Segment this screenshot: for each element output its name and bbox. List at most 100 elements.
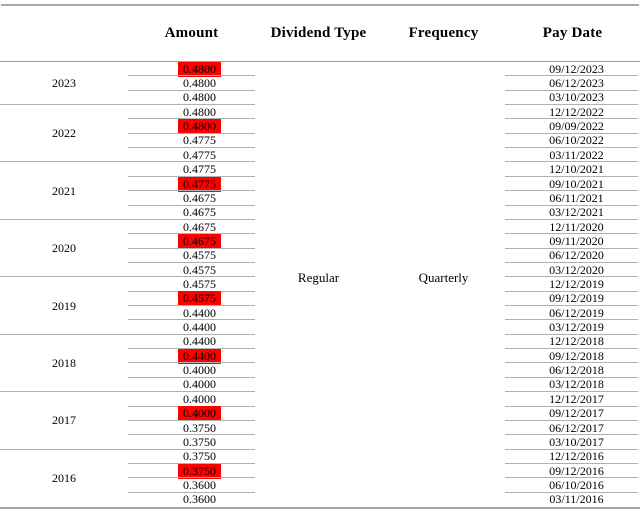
year-label: 2022	[52, 126, 76, 141]
amount-cell: 0.4775	[128, 176, 255, 192]
amount-cell: 0.4575	[128, 291, 255, 307]
pay-date-cell: 12/12/2017	[549, 391, 604, 406]
pay-date-row-divider	[505, 434, 638, 435]
amount-cell: 0.4000	[183, 363, 216, 378]
amount-cell: 0.4775	[183, 133, 216, 148]
year-group-divider	[0, 161, 255, 162]
pay-date-row-divider	[505, 104, 638, 105]
dividend-type-merged-cell: Regular	[297, 270, 340, 285]
amount-cell: 0.3750	[183, 434, 216, 449]
pay-date-row-divider	[505, 391, 638, 392]
pay-date-row-divider	[505, 305, 638, 306]
pay-date-cell: 06/12/2023	[549, 76, 604, 91]
frequency-merged-cell: Quarterly	[418, 270, 469, 285]
amount-cell: 0.4675	[183, 190, 216, 205]
pay-date-row-divider	[505, 291, 638, 292]
pay-date-cell: 12/12/2018	[549, 334, 604, 349]
pay-date-row-divider	[505, 477, 638, 478]
pay-date-cell: 09/12/2023	[549, 61, 604, 76]
amount-cell: 0.4800	[128, 119, 255, 135]
pay-date-row-divider	[505, 248, 638, 249]
amount-cell: 0.4575	[183, 262, 216, 277]
pay-date-cell: 03/11/2022	[549, 147, 604, 162]
pay-date-row-divider	[505, 262, 638, 263]
year-label: 2020	[52, 241, 76, 256]
column-header-amount: Amount	[164, 24, 219, 41]
amount-row-divider	[128, 262, 255, 263]
year-group-divider	[0, 104, 255, 105]
year-group-divider	[0, 391, 255, 392]
highlighted-amount: 0.3750	[178, 463, 221, 479]
pay-date-row-divider	[505, 492, 638, 493]
pay-date-row-divider	[505, 449, 638, 450]
year-label: 2017	[52, 413, 76, 428]
pay-date-cell: 03/12/2020	[549, 262, 604, 277]
amount-row-divider	[128, 233, 255, 234]
year-label: 2018	[52, 355, 76, 370]
year-label: 2016	[52, 470, 76, 485]
amount-row-divider	[128, 362, 255, 363]
pay-date-cell: 09/12/2018	[549, 348, 604, 363]
amount-cell: 0.4775	[183, 162, 216, 177]
year-group-divider	[0, 334, 255, 335]
pay-date-row-divider	[505, 233, 638, 234]
table-bottom-border	[0, 507, 640, 509]
amount-cell: 0.4400	[183, 334, 216, 349]
pay-date-cell: 06/12/2017	[549, 420, 604, 435]
amount-cell: 0.4400	[183, 305, 216, 320]
pay-date-cell: 12/11/2020	[549, 219, 604, 234]
pay-date-row-divider	[505, 176, 638, 177]
amount-row-divider	[128, 147, 255, 148]
amount-row-divider	[128, 248, 255, 249]
amount-cell: 0.4575	[183, 248, 216, 263]
amount-cell: 0.4775	[183, 147, 216, 162]
amount-cell: 0.4000	[128, 406, 255, 422]
pay-date-cell: 09/12/2016	[549, 463, 604, 478]
pay-date-row-divider	[505, 420, 638, 421]
pay-date-cell: 06/10/2022	[549, 133, 604, 148]
pay-date-cell: 03/11/2016	[549, 492, 604, 507]
year-label: 2021	[52, 183, 76, 198]
pay-date-row-divider	[505, 334, 638, 335]
pay-date-row-divider	[505, 75, 638, 76]
amount-cell: 0.3600	[183, 492, 216, 507]
amount-cell: 0.3750	[128, 463, 255, 479]
year-label: 2023	[52, 76, 76, 91]
pay-date-row-divider	[505, 90, 638, 91]
pay-date-cell: 09/11/2020	[549, 233, 604, 248]
amount-cell: 0.4675	[183, 205, 216, 220]
highlighted-amount: 0.4400	[178, 348, 221, 364]
amount-cell: 0.4675	[128, 233, 255, 249]
pay-date-cell: 12/12/2022	[549, 104, 604, 119]
highlighted-amount: 0.4800	[178, 119, 221, 135]
amount-row-divider	[128, 319, 255, 320]
pay-date-cell: 09/09/2022	[549, 119, 604, 134]
pay-date-row-divider	[505, 190, 638, 191]
pay-date-row-divider	[505, 133, 638, 134]
amount-row-divider	[128, 190, 255, 191]
pay-date-cell: 03/12/2019	[549, 320, 604, 335]
amount-cell: 0.3750	[183, 420, 216, 435]
amount-cell: 0.4800	[183, 90, 216, 105]
year-group-divider	[0, 219, 255, 220]
amount-row-divider	[128, 133, 255, 134]
pay-date-cell: 03/10/2017	[549, 434, 604, 449]
pay-date-row-divider	[505, 219, 638, 220]
amount-cell: 0.4000	[183, 377, 216, 392]
pay-date-row-divider	[505, 377, 638, 378]
highlighted-amount: 0.4575	[178, 291, 221, 307]
highlighted-amount: 0.4800	[178, 61, 221, 77]
column-header-pay-date: Pay Date	[542, 24, 603, 41]
amount-cell: 0.4675	[183, 219, 216, 234]
highlighted-amount: 0.4675	[178, 233, 221, 249]
highlighted-amount: 0.4000	[178, 406, 221, 422]
pay-date-cell: 03/10/2023	[549, 90, 604, 105]
amount-row-divider	[128, 377, 255, 378]
column-header-frequency: Frequency	[408, 24, 479, 41]
year-group-divider	[0, 449, 255, 450]
table-top-border	[1, 4, 639, 6]
pay-date-row-divider	[505, 118, 638, 119]
amount-row-divider	[128, 420, 255, 421]
pay-date-cell: 09/10/2021	[549, 176, 604, 191]
amount-row-divider	[128, 477, 255, 478]
